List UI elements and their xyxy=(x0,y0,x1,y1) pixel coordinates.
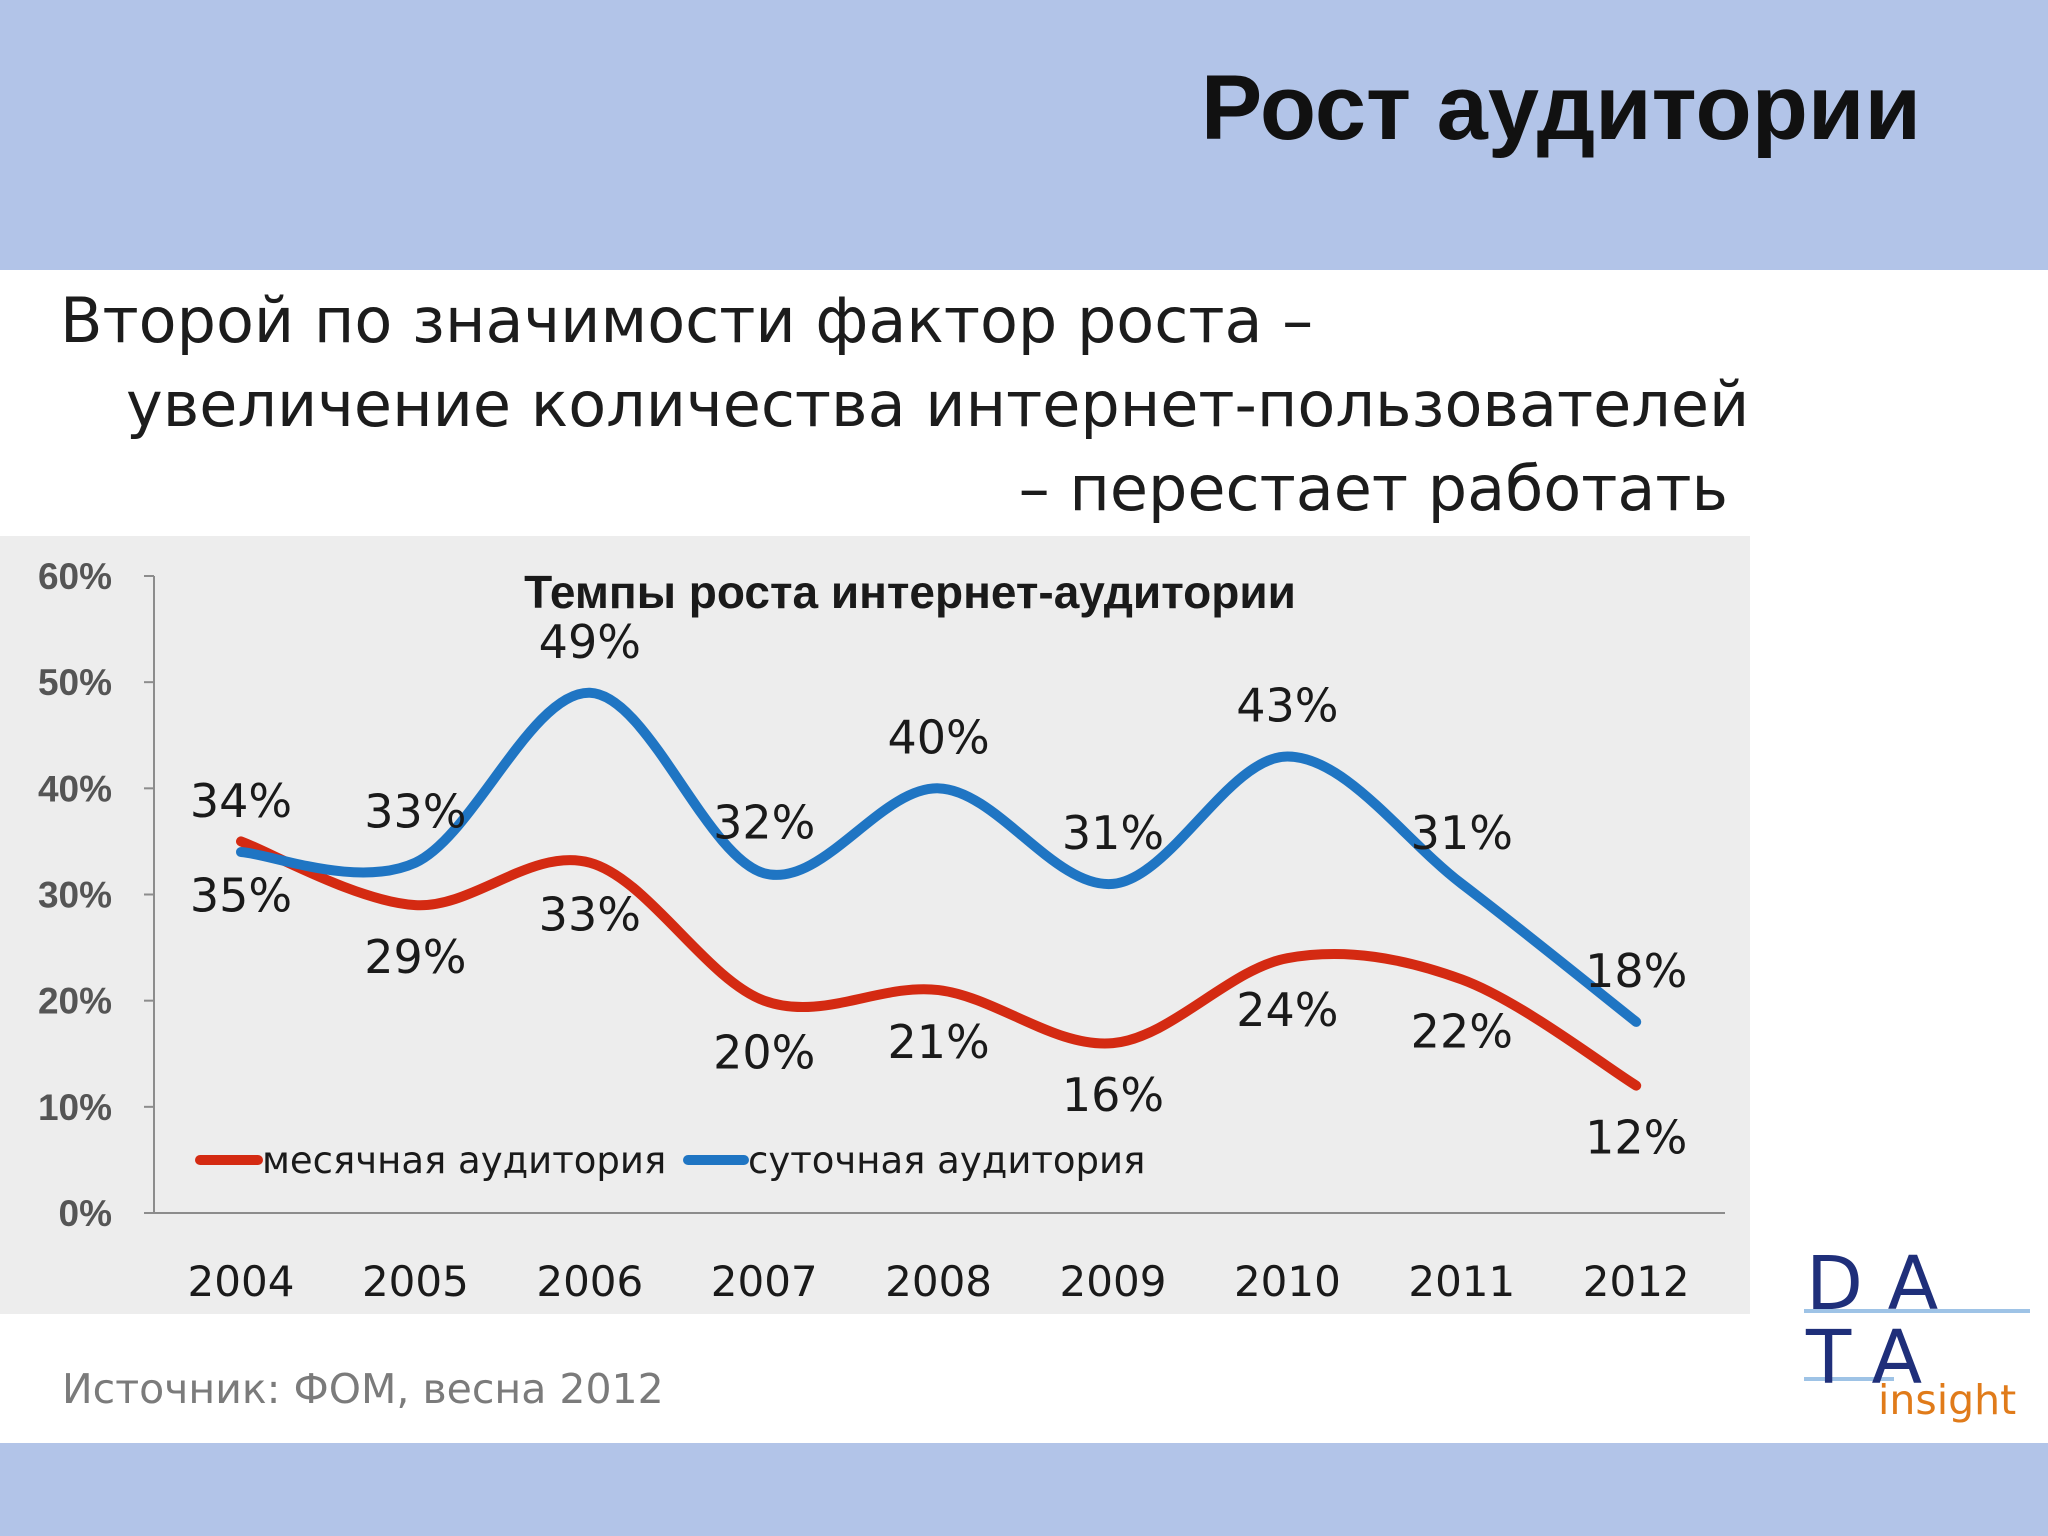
subtitle-line-1: Второй по значимости фактор роста – xyxy=(60,284,1314,357)
slide-title: Рост аудитории xyxy=(1200,57,1921,159)
chart-background xyxy=(0,536,1750,1314)
daily-data-label: 33% xyxy=(364,785,466,839)
x-tick-label: 2010 xyxy=(1234,1257,1341,1306)
chart-title: Темпы роста интернет-аудитории xyxy=(524,566,1296,618)
daily-audience-line xyxy=(236,687,1642,1027)
daily-data-label: 40% xyxy=(887,710,989,764)
daily-data-label: 34% xyxy=(190,774,292,828)
daily-data-label: 43% xyxy=(1236,678,1338,732)
x-tick-label: 2004 xyxy=(188,1257,295,1306)
x-tick-label: 2005 xyxy=(362,1257,469,1306)
subtitle-line-3: – перестает работать xyxy=(1018,452,1728,525)
footer-band xyxy=(0,1443,2048,1536)
daily-data-label: 49% xyxy=(539,615,641,669)
x-tick-label: 2007 xyxy=(711,1257,818,1306)
monthly-data-label: 29% xyxy=(364,930,466,984)
daily-data-label: 31% xyxy=(1062,806,1164,860)
monthly-audience-line xyxy=(236,836,1642,1091)
subtitle-line-2: увеличение количества интернет-пользоват… xyxy=(126,368,1750,441)
header-band xyxy=(0,0,2048,270)
monthly-data-label: 12% xyxy=(1585,1111,1687,1165)
y-tick-label: 30% xyxy=(38,875,112,916)
y-tick-label: 60% xyxy=(38,556,112,597)
daily-data-label: 18% xyxy=(1585,944,1687,998)
x-tick-label: 2012 xyxy=(1583,1257,1690,1306)
monthly-data-label: 33% xyxy=(539,888,641,942)
monthly-data-label: 35% xyxy=(190,868,292,922)
logo-line-1: DA xyxy=(1806,1241,1965,1327)
x-tick-label: 2008 xyxy=(885,1257,992,1306)
daily-data-label: 32% xyxy=(713,795,815,849)
y-tick-label: 20% xyxy=(38,981,112,1022)
logo-stripe xyxy=(1804,1309,2030,1313)
source-note: Источник: ФОМ, весна 2012 xyxy=(62,1365,664,1413)
monthly-data-label: 24% xyxy=(1236,983,1338,1037)
monthly-data-label: 16% xyxy=(1062,1068,1164,1122)
monthly-data-label: 22% xyxy=(1411,1004,1513,1058)
logo-line-2: TA xyxy=(1806,1315,1949,1401)
legend-label-monthly: месячная аудитория xyxy=(262,1139,666,1182)
x-tick-label: 2011 xyxy=(1408,1257,1515,1306)
y-tick-label: 10% xyxy=(38,1087,112,1128)
legend-label-daily: суточная аудитория xyxy=(748,1139,1145,1182)
growth-chart: 0% 10% 20% 30% 40% 50% 60% 2004 2005 2006 2007 2008… xyxy=(38,556,1725,1306)
monthly-data-label: 21% xyxy=(887,1015,989,1069)
y-tick-label: 0% xyxy=(59,1193,112,1234)
logo-stripe-short xyxy=(1804,1377,1894,1381)
y-tick-label: 50% xyxy=(38,662,112,703)
monthly-data-label: 20% xyxy=(713,1026,815,1080)
daily-data-label: 31% xyxy=(1411,806,1513,860)
logo-line-3: insight xyxy=(1878,1376,2017,1424)
y-tick-label: 40% xyxy=(38,768,112,809)
x-tick-label: 2009 xyxy=(1060,1257,1167,1306)
data-insight-logo: DA TA insight xyxy=(1804,1245,2034,1435)
x-tick-label: 2006 xyxy=(536,1257,643,1306)
